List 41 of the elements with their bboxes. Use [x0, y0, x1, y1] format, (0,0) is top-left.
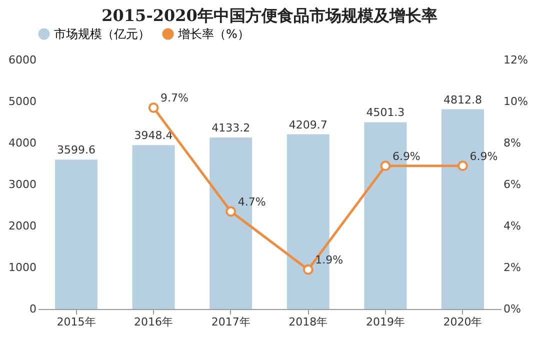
y2-tick-label: 2% [504, 261, 521, 274]
data-label: 1.9% [315, 254, 344, 267]
data-label: 9.7% [160, 92, 189, 105]
point [302, 264, 314, 275]
point [458, 160, 468, 171]
y2-tick-label: 12% [504, 54, 528, 66]
data-label: 6.9% [470, 150, 498, 163]
x-tick-label: 2017年 [211, 316, 250, 328]
x-tick-label: 2018年 [288, 316, 328, 328]
point [148, 102, 159, 113]
x-tick-label: 2016年 [134, 316, 174, 328]
y2-tick-label: 0% [504, 302, 521, 316]
y-tick-label: 1000 [8, 261, 36, 274]
point [380, 160, 391, 171]
y2-tick-label: 8% [504, 136, 521, 150]
y2-tick-label: 10% [504, 95, 528, 108]
y2-tick-label: 6% [504, 178, 521, 191]
y-tick-label: 6000 [8, 54, 36, 66]
legend-label: 市场规模（亿元） [54, 27, 150, 41]
x-tick-label: 2019年 [366, 316, 405, 328]
data-label: 3948.4 [134, 129, 173, 142]
bar [132, 145, 175, 309]
y-tick-label: 4000 [8, 136, 36, 150]
data-label: 6.9% [392, 150, 420, 163]
y2-tick-label: 4% [504, 220, 521, 232]
data-label: 4501.3 [366, 106, 405, 120]
y-tick-label: 0 [30, 302, 36, 316]
legend-label: 增长率（%） [177, 27, 250, 41]
x-tick-label: 2015年 [56, 316, 96, 328]
data-label: 4133.2 [212, 121, 250, 134]
y-tick-label: 3000 [8, 178, 36, 191]
data-label: 4209.7 [288, 118, 328, 132]
bar [55, 160, 98, 309]
x-tick-label: 2020年 [443, 316, 482, 328]
y-tick-label: 2000 [8, 220, 36, 232]
chart-title: 2015-2020年中国方便食品市场规模及增长率 [102, 6, 438, 25]
y-tick-label: 5000 [8, 95, 36, 108]
data-label: 3599.6 [57, 144, 96, 157]
data-label: 4.7% [238, 195, 266, 208]
data-label: 4812.8 [443, 93, 482, 106]
point [226, 206, 236, 217]
